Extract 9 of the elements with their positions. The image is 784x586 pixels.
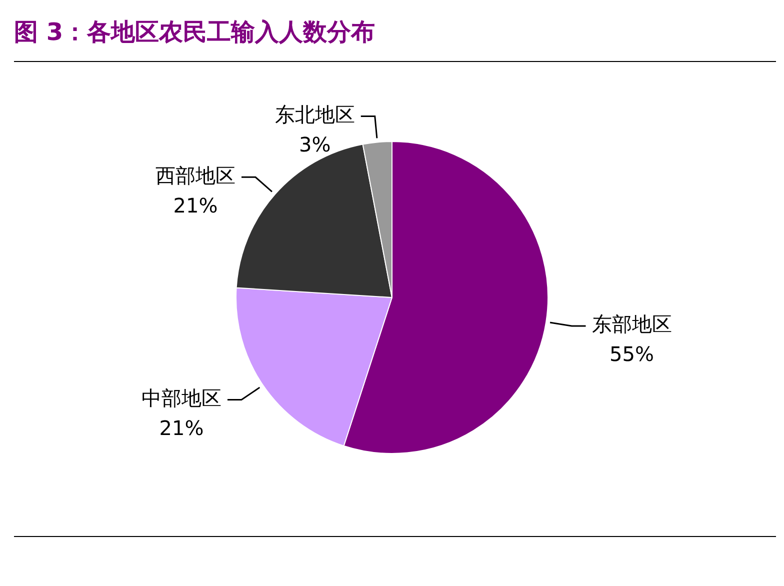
data-label: 21% xyxy=(173,193,218,218)
data-label: 21% xyxy=(159,416,204,440)
data-label: 55% xyxy=(610,342,654,366)
data-label: 3% xyxy=(299,132,331,157)
slice-label: 东部地区 xyxy=(592,312,672,336)
slice-label: 东北地区 xyxy=(274,102,355,127)
chart-title: 图 3：各地区农民工输入人数分布 xyxy=(14,16,776,62)
slice-label: 西部地区 xyxy=(155,163,236,188)
slice-label: 中部地区 xyxy=(141,386,222,410)
